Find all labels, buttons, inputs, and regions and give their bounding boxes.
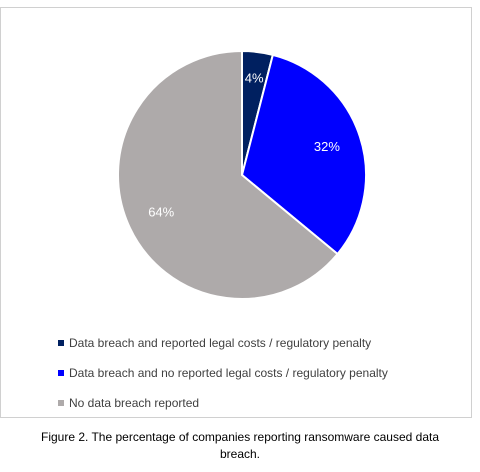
chart-frame: 4% 32% 64% Data breach and reported legal … — [0, 7, 472, 418]
legend-label: Data breach and no reported legal costs … — [69, 366, 388, 380]
pie-slice — [240, 53, 367, 256]
legend-item: Data breach and reported legal costs / r… — [58, 335, 388, 351]
legend-item: Data breach and no reported legal costs … — [58, 365, 388, 381]
legend-item: No data breach reported — [58, 395, 388, 411]
pie-slice — [117, 49, 339, 300]
pie-data-label: 64% — [148, 204, 174, 219]
legend-swatch-icon — [58, 340, 64, 346]
legend-label: No data breach reported — [69, 396, 200, 410]
pie-data-label: 32% — [314, 139, 340, 154]
caption-line-1: Figure 2. The percentage of companies re… — [40, 430, 439, 444]
legend-label: Data breach and reported legal costs / r… — [69, 336, 372, 350]
pie-chart: 4% 32% 64% — [117, 49, 367, 300]
legend: Data breach and reported legal costs / r… — [58, 335, 388, 425]
legend-swatch-icon — [58, 370, 64, 376]
legend-swatch-icon — [58, 400, 64, 406]
pie-data-label: 4% — [245, 70, 264, 85]
figure-caption: Figure 2. The percentage of companies re… — [0, 429, 480, 463]
caption-line-2: breach. — [219, 447, 261, 461]
